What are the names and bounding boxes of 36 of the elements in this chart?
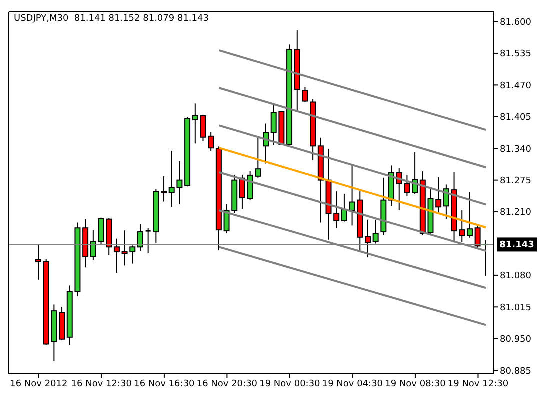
y-tick-label: 81.340 (500, 144, 532, 155)
x-tick-label: 19 Nov 00:30 (260, 379, 321, 390)
y-tick-label: 80.950 (500, 335, 532, 346)
y-tick-label: 81.405 (500, 113, 532, 124)
candlestick (145, 228, 152, 254)
y-tick-label: 81.210 (500, 208, 532, 218)
chart-title: USDJPY,M30 81.141 81.152 81.079 81.143 (14, 14, 209, 24)
y-tick-label: 81.470 (500, 81, 532, 92)
candlestick (161, 176, 168, 202)
x-tick-label: 19 Nov 04:30 (322, 379, 384, 390)
x-tick-label: 16 Nov 12:30 (71, 379, 132, 390)
candlestick (436, 176, 442, 215)
candlestick (137, 224, 144, 252)
y-tick-label: 81.275 (500, 176, 532, 187)
y-tick-label: 80.885 (500, 366, 532, 377)
candlestick (372, 219, 379, 244)
candlestick (208, 132, 214, 152)
candlestick (114, 238, 120, 274)
candlestick (474, 224, 481, 250)
candlestick (90, 230, 96, 261)
ref-line-label: 81.143 (500, 240, 534, 251)
candlestick (466, 192, 473, 238)
x-tick-label: 19 Nov 12:30 (448, 379, 509, 390)
x-tick-label: 16 Nov 2012 (10, 379, 68, 390)
x-tick-label: 19 Nov 08:30 (385, 379, 446, 390)
x-tick-label: 16 Nov 16:30 (134, 379, 196, 390)
candlestick (239, 174, 246, 210)
y-tick-label: 81.535 (500, 50, 532, 60)
y-tick-label: 81.600 (500, 18, 532, 28)
y-tick-label: 81.015 (500, 303, 532, 314)
y-tick-label: 81.080 (500, 272, 532, 282)
candlestick (302, 86, 308, 103)
candlestick (36, 244, 42, 280)
candlestick (341, 193, 348, 222)
x-tick-label: 16 Nov 20:30 (196, 379, 258, 390)
candlestick (364, 219, 371, 258)
